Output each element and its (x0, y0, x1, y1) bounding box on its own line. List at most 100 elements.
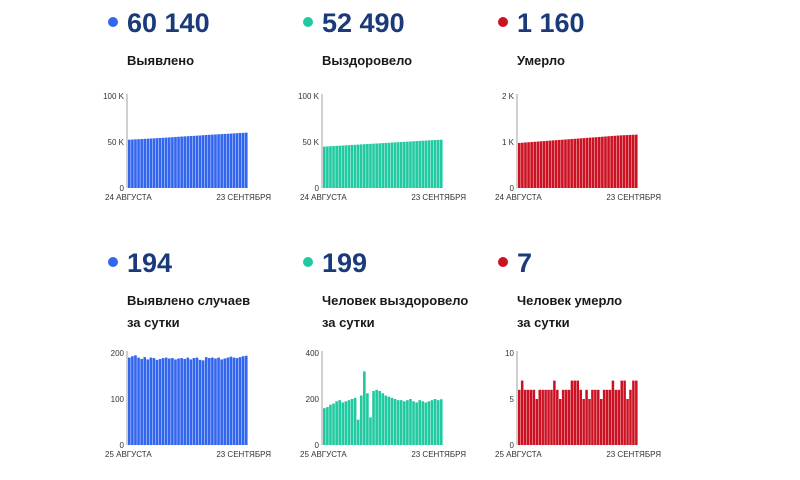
bar (164, 137, 168, 188)
bar (211, 357, 214, 445)
bar (591, 137, 595, 188)
bar (390, 142, 394, 188)
bar (601, 136, 604, 188)
bar (214, 134, 217, 188)
bar (529, 389, 533, 445)
bar (183, 136, 187, 188)
x-end-label: 23 СЕНТЯБРЯ (411, 450, 466, 459)
bar (238, 357, 242, 445)
bar (632, 380, 635, 445)
bar (436, 400, 440, 445)
bar (421, 401, 425, 445)
bar (564, 389, 568, 445)
panel-deaths-daily: 7 Человек умерло за сутки 10 5 0 25 АВГУСТА 23 … (495, 240, 695, 480)
y-tick-label: 50 K (108, 138, 125, 147)
bar (208, 358, 211, 445)
bar (384, 395, 388, 445)
bar (192, 358, 196, 445)
bar (424, 402, 428, 445)
bar (140, 358, 143, 445)
bar (573, 138, 577, 188)
bar (547, 389, 550, 445)
bar (375, 389, 378, 445)
big-number: 52 490 (322, 8, 405, 38)
bar (384, 142, 388, 188)
bar (573, 380, 577, 445)
bar (390, 397, 394, 445)
bar (387, 396, 391, 445)
bar (241, 356, 245, 445)
bar (131, 139, 134, 188)
bar (539, 141, 543, 188)
bar (614, 389, 618, 445)
y-tick-label: 200 (306, 395, 320, 404)
bar (523, 389, 527, 445)
x-end-label: 23 СЕНТЯБРЯ (606, 193, 661, 202)
bar (326, 146, 329, 188)
bar (629, 389, 632, 445)
bar (353, 144, 357, 188)
bar (598, 136, 601, 188)
bar (143, 357, 147, 445)
panel-detected-daily: 194 Выявлено случаев за сутки 200 100 0 25 АВГ… (105, 240, 305, 480)
big-number: 1 160 (517, 8, 585, 38)
bar (541, 389, 544, 445)
bar (241, 132, 245, 188)
bar (220, 359, 223, 445)
bar (430, 400, 434, 445)
caption-line: Выздоровело (322, 53, 413, 68)
x-start-label: 25 АВГУСТА (105, 450, 152, 459)
bar (232, 357, 236, 445)
bar (195, 357, 199, 445)
bar (521, 142, 524, 188)
bar (558, 139, 561, 188)
bar (180, 136, 183, 188)
y-tick-label: 10 (505, 349, 514, 358)
bar (217, 134, 220, 188)
bar (409, 141, 412, 188)
bar (149, 357, 153, 445)
x-start-label: 24 АВГУСТА (495, 193, 542, 202)
bar (610, 136, 613, 188)
bar (544, 389, 547, 445)
bar (406, 400, 409, 445)
bar-chart: 400 200 025 АВГУСТА 23 СЕНТЯБРЯ (300, 349, 466, 459)
bar (372, 390, 375, 445)
bar (171, 358, 174, 445)
big-number: 199 (322, 248, 368, 278)
bar (332, 403, 335, 445)
bar (381, 393, 385, 445)
bar (158, 137, 162, 188)
bar (326, 407, 329, 445)
bar (344, 145, 348, 188)
metric-caption: Человек выздоровело за сутки (322, 290, 468, 334)
bar (329, 146, 332, 188)
bar (393, 399, 397, 445)
bar (518, 389, 521, 445)
bar (436, 139, 440, 188)
big-number: 7 (517, 248, 533, 278)
metric-caption: Выздоровело (322, 50, 412, 72)
bar (347, 400, 351, 445)
bar-chart: 100 K 50 K 024 АВГУСТА 23 СЕНТЯБРЯ (298, 92, 466, 202)
bar (551, 140, 555, 188)
bar (631, 134, 635, 188)
caption-line: за сутки (127, 315, 180, 330)
metric-caption: Выявлено случаев за сутки (127, 290, 250, 334)
bar (204, 357, 208, 445)
bar (403, 141, 406, 188)
bar (363, 144, 366, 188)
y-tick-label: 0 (510, 184, 515, 193)
bar (238, 132, 242, 188)
x-end-label: 23 СЕНТЯБРЯ (216, 193, 271, 202)
x-start-label: 25 АВГУСТА (300, 450, 347, 459)
bar (533, 141, 537, 188)
bar (198, 359, 202, 445)
bar (341, 402, 345, 445)
bar (378, 143, 382, 188)
bar (591, 389, 594, 445)
bar (608, 389, 612, 445)
bar (597, 389, 600, 445)
x-start-label: 25 АВГУСТА (495, 450, 542, 459)
bar (550, 389, 553, 445)
